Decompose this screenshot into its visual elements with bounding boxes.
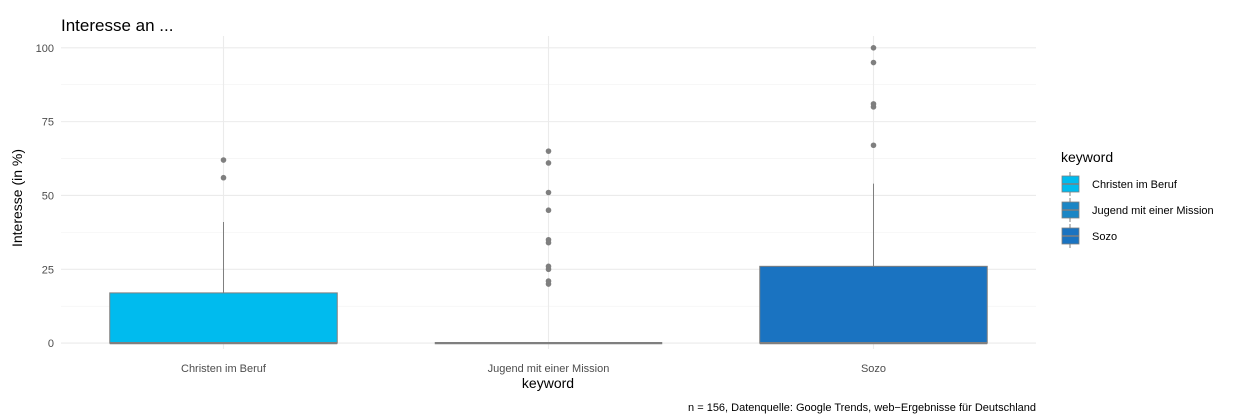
y-tick-label: 100 <box>36 43 54 55</box>
outlier-point <box>545 189 552 196</box>
outlier-point <box>870 142 877 149</box>
outlier-point <box>545 207 552 214</box>
legend-label: Christen im Beruf <box>1092 179 1178 191</box>
x-tick-label: Sozo <box>861 363 886 375</box>
outlier-point <box>545 160 552 166</box>
outlier-point <box>220 174 227 181</box>
outlier-point <box>545 263 552 270</box>
outlier-point <box>870 101 877 107</box>
y-tick-labels: 0 25 50 75 100 <box>36 43 54 350</box>
outlier-point <box>870 59 877 66</box>
y-tick-label: 25 <box>42 264 54 276</box>
legend-label: Sozo <box>1092 231 1117 243</box>
boxes <box>109 45 988 345</box>
x-axis-title: keyword <box>522 375 574 391</box>
outlier-point <box>545 148 552 154</box>
legend-label: Jugend mit einer Mission <box>1092 205 1214 217</box>
y-tick-label: 0 <box>48 338 54 350</box>
y-tick-label: 75 <box>42 117 54 129</box>
outlier-point <box>545 278 552 284</box>
x-tick-label: Christen im Beruf <box>181 363 267 375</box>
box <box>109 292 338 344</box>
outlier-point <box>545 236 552 243</box>
legend: Christen im Beruf Jugend mit einer Missio… <box>1061 172 1214 248</box>
x-tick-label: Jugend mit einer Mission <box>488 363 610 375</box>
chart-title: Interesse an ... <box>61 16 173 35</box>
y-tick-label: 50 <box>42 190 54 202</box>
outlier-point <box>220 157 227 163</box>
legend-title: keyword <box>1061 149 1113 165</box>
box <box>759 265 988 344</box>
x-tick-labels: Christen im Beruf Jugend mit einer Missio… <box>181 363 886 375</box>
y-axis-title: Interesse (in %) <box>9 149 25 247</box>
outlier-point <box>870 45 877 51</box>
caption: n = 156, Datenquelle: Google Trends, web… <box>688 402 1036 414</box>
